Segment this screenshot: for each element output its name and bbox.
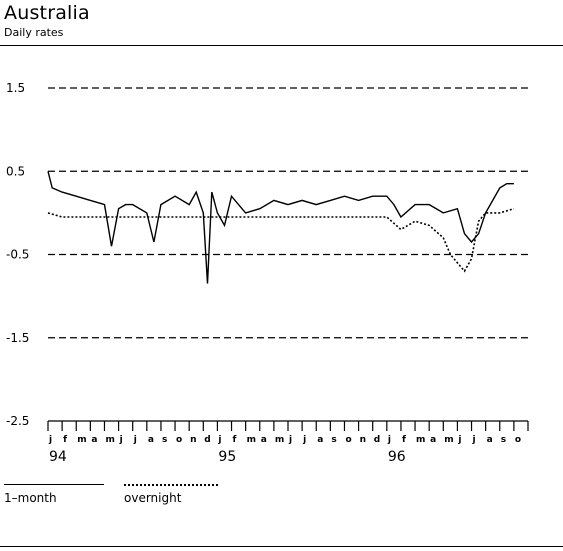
x-month-label: j: [48, 435, 52, 445]
legend-swatch-overnight: [124, 484, 218, 486]
x-month-label: n: [190, 435, 196, 445]
gridlines: [48, 87, 528, 339]
x-month-label: a: [148, 435, 154, 445]
x-year-label: 95: [218, 449, 236, 465]
x-month-label: j: [217, 435, 221, 445]
y-tick-labels: 1.5 0.5 -0.5 -1.5 -2.5: [6, 81, 29, 428]
x-month-label: a: [487, 435, 493, 445]
x-month-label: a: [261, 435, 267, 445]
x-month-label: j: [302, 435, 306, 445]
series-lines: [47, 171, 515, 284]
bottom-rule: [0, 546, 563, 547]
x-month-label: j: [133, 435, 137, 445]
y-tick-label: 0.5: [6, 164, 25, 178]
x-month-label: a: [317, 435, 323, 445]
x-month-label: d: [374, 435, 380, 445]
series-line-overnight: [47, 207, 515, 273]
x-month-label: j: [457, 435, 461, 445]
y-tick-label: -1.5: [6, 331, 29, 345]
x-month-label: m: [416, 435, 425, 445]
legend-label-overnight: overnight: [124, 491, 182, 505]
x-year-label: 96: [388, 449, 406, 465]
x-month-label: f: [402, 435, 406, 445]
x-month-label: m: [77, 435, 86, 445]
x-month-label: n: [360, 435, 366, 445]
legend-swatch-1-month: [4, 484, 104, 485]
x-month-label: d: [204, 435, 210, 445]
x-month-label: j: [119, 435, 123, 445]
x-month-label: s: [331, 435, 336, 445]
x-month-label: a: [430, 435, 436, 445]
x-month-label: s: [162, 435, 167, 445]
x-month-label: f: [233, 435, 237, 445]
x-month-label: j: [387, 435, 391, 445]
y-tick-label: 1.5: [6, 81, 25, 95]
x-month-label: m: [275, 435, 284, 445]
top-rule: [0, 45, 563, 46]
x-month-label: a: [91, 435, 97, 445]
x-month-label: m: [105, 435, 114, 445]
y-tick-label: -2.5: [6, 414, 29, 428]
legend-label-1-month: 1–month: [4, 491, 57, 505]
x-month-label: o: [515, 435, 521, 445]
y-tick-label: -0.5: [6, 248, 29, 262]
x-month-label: o: [345, 435, 351, 445]
x-month-label: o: [176, 435, 182, 445]
x-month-label: s: [501, 435, 506, 445]
series-line-1-month: [47, 171, 514, 284]
x-month-label: m: [444, 435, 453, 445]
x-month-label: m: [247, 435, 256, 445]
chart-title: Australia: [4, 2, 90, 24]
chart-subtitle: Daily rates: [4, 26, 64, 39]
x-axis: j f m a m j j a s o n d j f m a m j j a s o n d j f m a m j j a s o94 95 96: [47, 420, 529, 465]
x-month-label: j: [288, 435, 292, 445]
x-year-label: 94: [49, 449, 67, 465]
x-month-label: j: [472, 435, 476, 445]
x-month-label: f: [63, 435, 67, 445]
